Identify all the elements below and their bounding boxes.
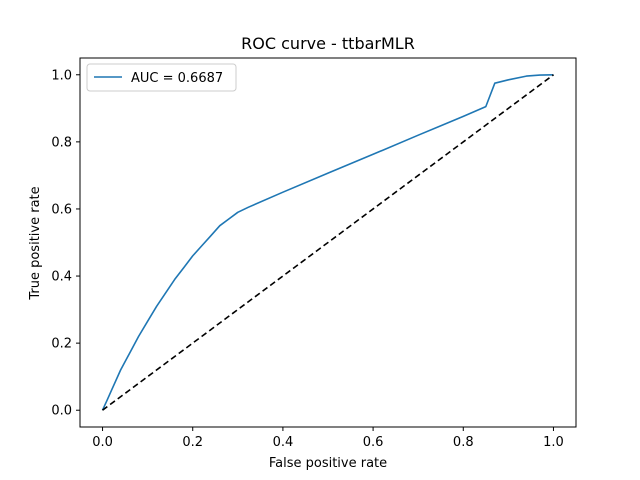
y-tick-label: 0.6 [51, 202, 72, 217]
plot-frame [79, 57, 577, 428]
chance-diagonal-line [102, 74, 554, 411]
legend: AUC = 0.6687 [86, 63, 237, 92]
legend-box [86, 63, 237, 92]
y-tick-label: 1.0 [51, 68, 72, 83]
y-tick-label: 0.4 [51, 270, 72, 285]
x-tick-label: 0.0 [92, 435, 113, 450]
legend-entry-label: AUC = 0.6687 [131, 71, 223, 86]
y-tick-label: 0.2 [51, 337, 72, 352]
x-tick-label: 1.0 [543, 435, 564, 450]
x-axis-label: False positive rate [269, 456, 387, 471]
x-tick-label: 0.4 [273, 435, 294, 450]
y-tick-label: 0.8 [51, 135, 72, 150]
y-axis-label: True positive rate [28, 186, 43, 300]
roc-curve-line [101, 74, 554, 411]
y-tick-label: 0.0 [51, 404, 72, 419]
plot-area: 0.0 0.2 0.4 0.6 0.8 1.0 0.0 0.2 0.4 0.6 0.8 1.0 AUC … [51, 57, 577, 450]
x-tick-label: 0.2 [182, 435, 203, 450]
x-tick-label: 0.8 [453, 435, 474, 450]
x-tick-label: 0.6 [363, 435, 384, 450]
chart-title: ROC curve - ttbarMLR [241, 34, 415, 53]
